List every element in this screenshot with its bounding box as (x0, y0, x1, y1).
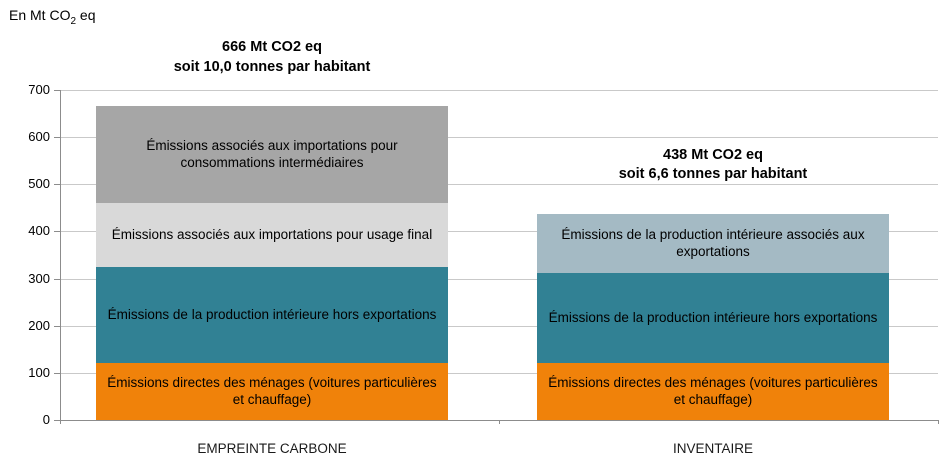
gridline (60, 184, 938, 186)
bar-total-annotation-line: 438 Mt CO2 eq (663, 146, 763, 163)
bar-segment: Émissions associés aux importations pour… (96, 106, 448, 203)
y-axis-tick (54, 90, 60, 91)
y-tick-label: 400 (28, 223, 50, 239)
x-axis-tick (60, 420, 61, 424)
bar-total-annotation-line: soit 10,0 tonnes par habitant (173, 58, 371, 75)
bar-segment-label: Émissions de la production intérieure as… (537, 214, 889, 273)
y-tick-label: 300 (28, 270, 50, 286)
y-axis-tick (54, 278, 60, 280)
gridline (60, 137, 938, 139)
unit-label-suffix: eq (76, 7, 96, 23)
y-tick-label: 600 (28, 129, 50, 145)
bar-segment: Émissions directes des ménages (voitures… (96, 362, 448, 420)
gridline (60, 372, 938, 374)
bar-total-annotation: 438 Mt CO2 eq soit 6,6 tonnes par habitan… (537, 146, 889, 185)
gridline (60, 325, 938, 327)
x-axis-tick (499, 420, 500, 424)
y-tick-label: 500 (28, 176, 50, 192)
category-label: EMPREINTE CARBONE (197, 441, 347, 456)
bar-segment-label: Émissions de la production intérieure ho… (96, 267, 448, 363)
bar-segment-label-text: Émissions associés aux importations pour… (146, 137, 398, 171)
gridline (60, 278, 938, 280)
bar-segment-label-text: Émissions directes des ménages (voitures… (548, 374, 878, 408)
y-axis-tick (54, 137, 60, 139)
gridline (60, 90, 938, 91)
y-axis-tick (54, 184, 60, 186)
y-axis-unit-label: En Mt CO2 eq (9, 7, 96, 27)
unit-label-text: En Mt CO (9, 7, 71, 23)
bar-segment: Émissions de la production intérieure ho… (537, 272, 889, 363)
bar-segment-label: Émissions associés aux importations pour… (96, 106, 448, 203)
bar-segment: Émissions associés aux importations pour… (96, 202, 448, 267)
bar-segment: Émissions de la production intérieure as… (537, 213, 889, 273)
y-tick-label: 0 (42, 412, 50, 427)
y-tick-label: 700 (28, 82, 50, 97)
y-axis-tick (54, 231, 60, 233)
y-axis-tick (54, 372, 60, 374)
bar-segment-label: Émissions associés aux importations pour… (96, 203, 448, 267)
bar-total-annotation: 666 Mt CO2 eq soit 10,0 tonnes par habita… (96, 38, 448, 77)
bar-segment-label-text: Émissions directes des ménages (voitures… (107, 374, 437, 408)
y-axis-tick (54, 325, 60, 327)
unit-label-subscript: 2 (70, 15, 77, 27)
bar-segment-label-text: Émissions de la production intérieure as… (561, 226, 865, 260)
gridline (60, 231, 938, 233)
y-tick-label: 200 (28, 317, 50, 333)
bar-total-annotation-line: 666 Mt CO2 eq (222, 39, 322, 56)
bar-segment-label-text: Émissions de la production intérieure ho… (107, 307, 437, 323)
bar-segment: Émissions directes des ménages (voitures… (537, 362, 889, 420)
bar-segment-label: Émissions directes des ménages (voitures… (96, 363, 448, 420)
bar-segment-label: Émissions directes des ménages (voitures… (537, 363, 889, 420)
bar-segment: Émissions de la production intérieure ho… (96, 266, 448, 363)
y-tick-label: 100 (28, 364, 50, 380)
bar-total-annotation-line: soit 6,6 tonnes par habitant (618, 166, 808, 183)
bar-segment-label: Émissions de la production intérieure ho… (537, 273, 889, 363)
category-label: INVENTAIRE (672, 441, 753, 456)
x-axis-tick (938, 420, 939, 424)
y-axis-line (60, 90, 61, 421)
bar-segment-label-text: Émissions de la production intérieure ho… (548, 310, 878, 326)
y-axis-tick (54, 420, 60, 421)
bar-segment-label-text: Émissions associés aux importations pour… (111, 226, 433, 242)
